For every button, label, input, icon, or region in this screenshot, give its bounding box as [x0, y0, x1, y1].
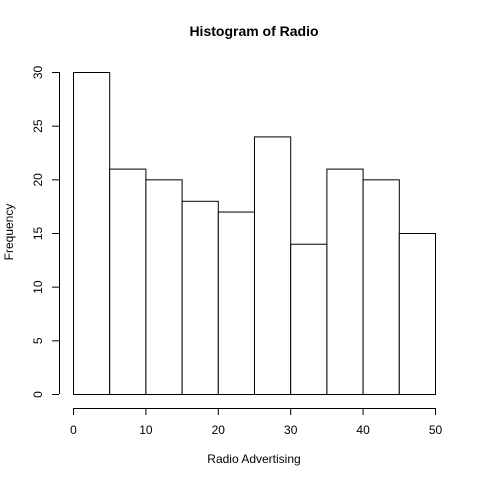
x-tick-label: 30: [284, 423, 298, 437]
x-axis-label: Radio Advertising: [207, 452, 300, 466]
y-tick-label: 25: [31, 119, 45, 133]
y-tick-label: 5: [31, 337, 45, 344]
x-tick-label: 0: [70, 423, 77, 437]
y-axis-label: Frequency: [2, 204, 16, 261]
y-tick-label: 15: [31, 227, 45, 241]
x-tick-label: 50: [429, 423, 443, 437]
x-tick-label: 20: [212, 423, 226, 437]
x-tick-label: 40: [356, 423, 370, 437]
histogram-bar: [109, 168, 147, 395]
y-tick-label: 10: [31, 280, 45, 294]
histogram-bar: [398, 233, 436, 395]
x-axis: 0 10 20 30 40 50: [70, 408, 442, 437]
chart-title: Histogram of Radio: [189, 23, 318, 39]
bars-group: [73, 72, 436, 395]
histogram-bar: [181, 200, 219, 395]
y-tick-label: 20: [31, 173, 45, 187]
histogram-bar: [290, 243, 328, 395]
y-axis: 0 5 10 15 20 25 30: [31, 66, 60, 398]
y-tick-label: 30: [31, 66, 45, 80]
histogram-bar: [217, 211, 256, 395]
histogram-bar: [145, 179, 183, 395]
histogram-bar: [254, 136, 292, 395]
y-tick-label: 0: [31, 391, 45, 398]
histogram-bar: [326, 168, 364, 395]
x-tick-label: 10: [139, 423, 153, 437]
histogram-bar: [362, 179, 400, 395]
histogram-bar: [73, 72, 111, 395]
